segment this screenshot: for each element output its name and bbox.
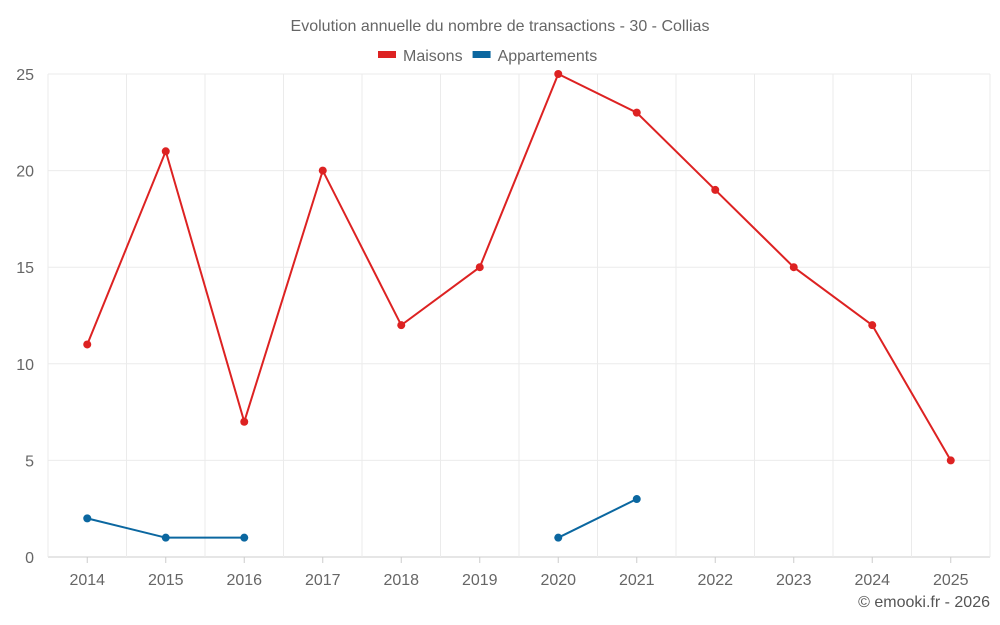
- credit: © emooki.fr - 2026: [858, 594, 990, 611]
- y-tick-label: 25: [16, 67, 34, 84]
- data-point: [711, 185, 720, 194]
- x-tick-label: 2015: [148, 572, 184, 589]
- data-point: [161, 147, 170, 156]
- y-tick-label: 15: [16, 260, 34, 277]
- series-appartements: [83, 495, 641, 542]
- data-point: [632, 108, 641, 117]
- x-tick-label: 2017: [305, 572, 341, 589]
- data-point: [161, 533, 170, 542]
- y-tick-label: 5: [25, 453, 34, 470]
- data-point: [83, 514, 92, 523]
- x-tick-label: 2023: [776, 572, 812, 589]
- series-group: [83, 70, 955, 542]
- series-line: [557, 498, 638, 539]
- legend-label: Appartements: [498, 48, 598, 65]
- series-maisons: [83, 70, 955, 465]
- chart-title: Evolution annuelle du nombre de transact…: [291, 18, 710, 35]
- data-point: [240, 417, 249, 426]
- data-point: [397, 321, 406, 330]
- legend-label: Maisons: [403, 48, 463, 65]
- data-point: [318, 166, 327, 175]
- y-tick-label: 20: [16, 164, 34, 181]
- x-tick-label: 2014: [69, 572, 105, 589]
- x-tick-label: 2024: [854, 572, 890, 589]
- grid: [47, 73, 991, 558]
- data-point: [554, 70, 563, 78]
- data-point: [240, 533, 249, 542]
- data-point: [475, 263, 484, 272]
- x-tick-label: 2019: [462, 572, 498, 589]
- data-point: [83, 340, 92, 349]
- y-tick-label: 10: [16, 357, 34, 374]
- data-point: [632, 495, 641, 504]
- x-tick-label: 2025: [933, 572, 969, 589]
- data-point: [554, 533, 563, 542]
- series-line: [86, 72, 952, 461]
- legend-swatch: [378, 51, 396, 58]
- legend-swatch: [472, 51, 491, 58]
- x-tick-label: 2021: [619, 572, 655, 589]
- data-point: [868, 321, 877, 330]
- data-point: [789, 263, 798, 272]
- x-tick-label: 2016: [226, 572, 262, 589]
- y-tick-label: 0: [25, 550, 34, 567]
- x-tick-label: 2020: [540, 572, 576, 589]
- x-tick-label: 2018: [383, 572, 419, 589]
- data-point: [946, 456, 955, 465]
- legend: Maisons Appartements: [378, 48, 597, 65]
- x-tick-label: 2022: [697, 572, 733, 589]
